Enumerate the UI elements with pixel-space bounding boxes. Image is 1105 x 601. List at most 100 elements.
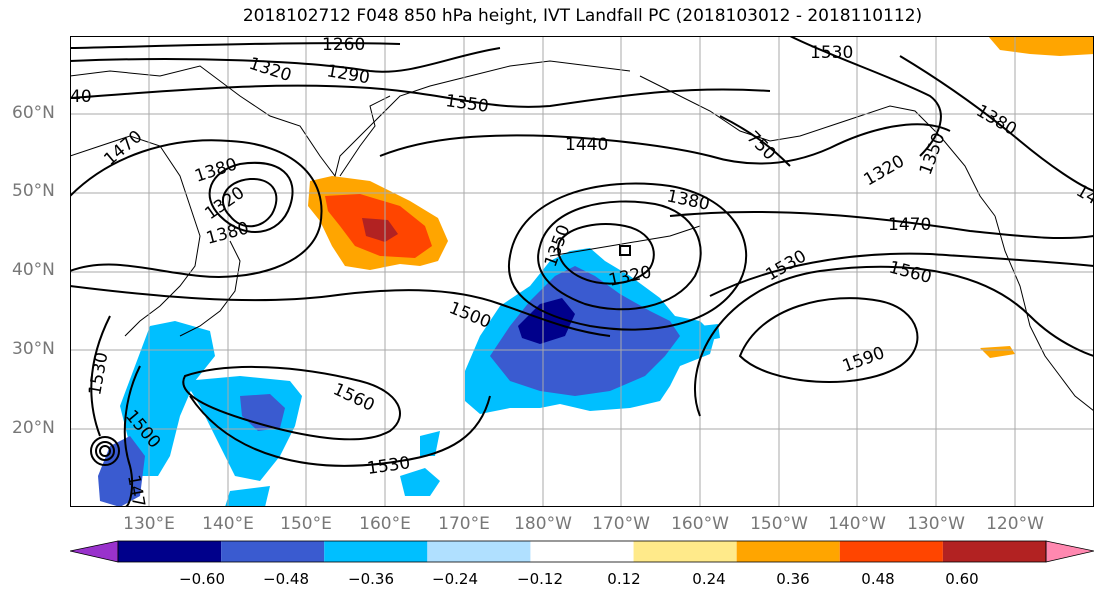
- height-contours: [70, 36, 1094, 507]
- contour-label: 1350: [444, 91, 490, 117]
- colorbar-tick-label: 0.36: [776, 570, 810, 588]
- lon-label-180w: 180°W: [514, 514, 572, 534]
- ivt-negative-region-west: [120, 321, 215, 476]
- contour-1470-east: [669, 210, 1094, 240]
- ivt-negative-region-e: [700, 324, 720, 341]
- contour-label: 1320: [861, 151, 908, 190]
- contour-1560-east: [694, 265, 1094, 417]
- contour-label: 1470: [888, 215, 931, 235]
- colorbar-segment: [942, 541, 1046, 562]
- coastline-aleutians: [549, 225, 701, 257]
- ivt-positive-region-ne: [988, 36, 1094, 56]
- colorbar-tick-label: −0.48: [263, 570, 309, 588]
- colorbar-arrow-high: [1045, 540, 1094, 563]
- map-panel: 1260 1320 1290 1350 1440 1380 1320 1470 …: [70, 36, 1094, 507]
- lon-label-170w: 170°W: [592, 514, 650, 534]
- lat-label-60n: 60°N: [12, 103, 55, 123]
- contour-label: 1470: [100, 127, 146, 170]
- contour-low-central-3: [507, 182, 748, 331]
- colorbar-segment: [118, 541, 222, 562]
- lat-label-30n: 30°N: [12, 339, 55, 359]
- contour-1320-ne: [789, 36, 942, 157]
- contour-1290: [70, 47, 501, 73]
- ivt-positive-region-small: [980, 346, 1015, 358]
- lon-label-120w: 120°W: [986, 514, 1044, 534]
- map-canvas: 1260 1320 1290 1350 1440 1380 1320 1470 …: [70, 36, 1094, 507]
- lon-label-130e: 130°E: [123, 514, 175, 534]
- map-title: 2018102712 F048 850 hPa height, IVT Land…: [242, 6, 923, 26]
- contour-1350: [70, 84, 771, 108]
- colorbar-segments: [70, 540, 1094, 563]
- colorbar-tick-label: −0.24: [432, 570, 478, 588]
- contour-label: 14: [1073, 181, 1095, 209]
- coastline-na-west: [994, 215, 1094, 412]
- lon-label-130w: 130°W: [907, 514, 965, 534]
- colorbar-tick-label: −0.36: [348, 570, 394, 588]
- contour-label: 1590: [840, 343, 887, 377]
- contour-1530-far-west: [90, 315, 111, 437]
- ivt-positive-region-kuril-max: [362, 218, 398, 242]
- graticule: [70, 36, 1094, 507]
- lon-label-140w: 140°W: [828, 514, 886, 534]
- contour-1380-west: [208, 161, 294, 233]
- contour-typhoon-2: [95, 441, 115, 461]
- colorbar-segment: [427, 541, 531, 562]
- contour-1530-east: [709, 252, 1094, 297]
- ivt-negative-region-s3: [420, 431, 440, 456]
- lat-label-50n: 50°N: [12, 181, 55, 201]
- colorbar-segment: [736, 541, 840, 562]
- coastline-asia-north: [70, 60, 631, 178]
- contour-1500: [70, 285, 611, 337]
- lon-label-170e: 170°E: [438, 514, 490, 534]
- contour-low-central-1: [557, 223, 655, 285]
- colorbar-segment: [324, 541, 428, 562]
- contour-label: 1380: [192, 154, 239, 186]
- lon-label-140e: 140°E: [202, 514, 254, 534]
- contour-label: 1380: [665, 186, 711, 215]
- contour-1470-sw: [123, 365, 141, 507]
- contour-low-central-2: [537, 200, 702, 311]
- contour-label: 1260: [322, 36, 365, 55]
- contour-1350-west: [221, 177, 278, 228]
- coastline-japan: [179, 240, 241, 337]
- contour-label: 1320: [246, 54, 293, 86]
- contour-1380-ne: [899, 55, 1094, 192]
- contour-typhoon-1: [90, 436, 120, 466]
- coastline-asia-east: [70, 135, 201, 337]
- contour-typhoon-3: [99, 445, 111, 457]
- contour-label: 1530: [810, 43, 853, 63]
- contour-1440: [379, 123, 951, 165]
- contour-1530-west: [189, 395, 491, 467]
- ivt-negative-region-s2: [400, 468, 440, 496]
- contour-1590: [738, 297, 919, 384]
- coastline-kamchatka: [339, 95, 391, 177]
- contour-1560-west: [182, 365, 401, 441]
- colorbar-segment: [221, 541, 325, 562]
- colorbar-frame: [117, 540, 1047, 563]
- colorbar-segment: [633, 541, 737, 562]
- lat-label-40n: 40°N: [12, 260, 55, 280]
- lon-label-150w: 150°W: [750, 514, 808, 534]
- contour-1470-west: [70, 139, 323, 278]
- contour-low-center: [619, 245, 631, 256]
- contour-label: 1440: [565, 135, 608, 155]
- colorbar: [70, 540, 1094, 563]
- colorbar-arrow-low: [70, 540, 119, 563]
- coastlines: [70, 60, 1094, 412]
- colorbar-tick-label: 0.60: [945, 570, 979, 588]
- lon-label-160w: 160°W: [671, 514, 729, 534]
- lat-label-20n: 20°N: [12, 418, 55, 438]
- contour-label: 1500: [446, 298, 494, 333]
- contour-750: [719, 115, 791, 167]
- contour-label: 1290: [325, 61, 371, 88]
- contour-label: 40: [70, 87, 92, 107]
- colorbar-tick-label: 0.48: [861, 570, 895, 588]
- contour-1260: [70, 42, 401, 49]
- contour-label: 1320: [201, 183, 248, 224]
- colorbar-tick-label: 0.12: [607, 570, 641, 588]
- contour-label: 1530: [85, 351, 112, 397]
- contour-label: 1380: [973, 101, 1020, 140]
- colorbar-tick-label: 0.24: [692, 570, 726, 588]
- lon-label-150e: 150°E: [280, 514, 332, 534]
- contour-label: 1560: [887, 258, 934, 289]
